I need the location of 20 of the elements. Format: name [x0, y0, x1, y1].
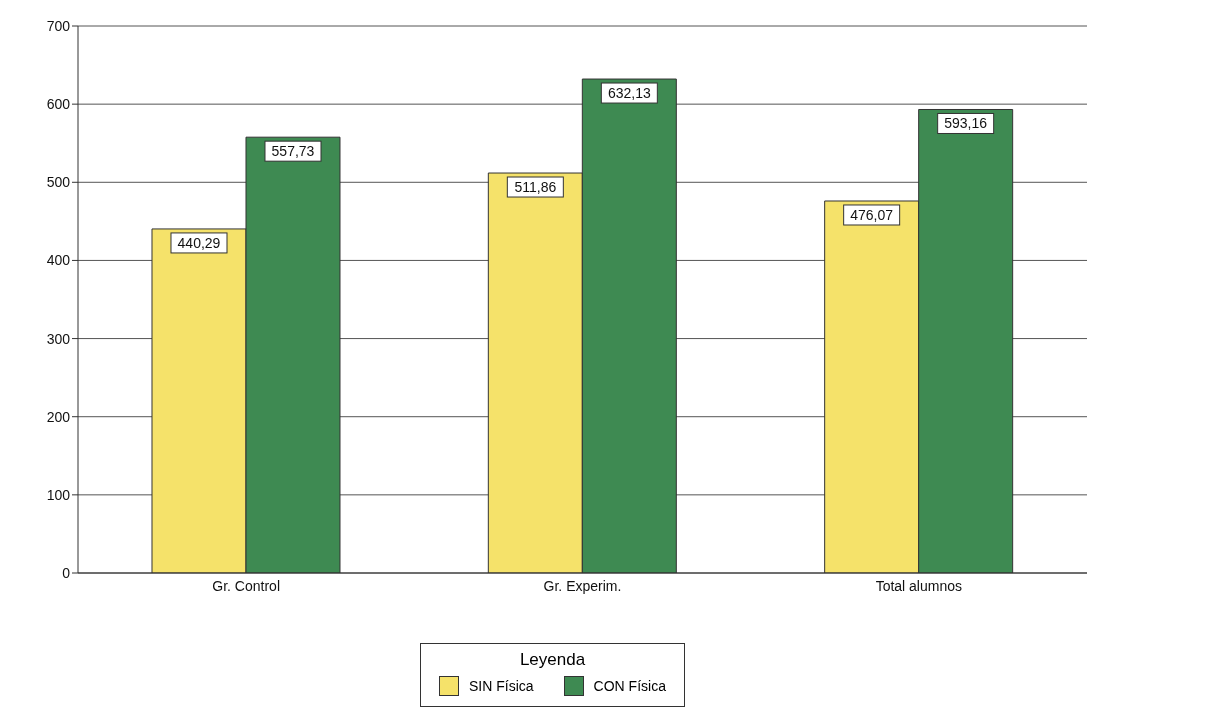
data-label: 632,13 — [607, 85, 651, 102]
y-tick-label: 500 — [46, 174, 71, 191]
y-tick-label: 400 — [46, 252, 71, 269]
y-tick-label: 600 — [46, 96, 71, 113]
y-tick-label: 0 — [62, 564, 71, 581]
data-label: 593,16 — [944, 115, 988, 132]
x-tick-label: Gr. Control — [212, 577, 281, 594]
x-tick-label: Total alumnos — [875, 577, 963, 594]
data-label: 476,07 — [850, 206, 894, 223]
data-label: 511,86 — [514, 179, 557, 196]
x-tick-label: Gr. Experim. — [543, 577, 622, 594]
legend-title: Leyenda — [518, 650, 587, 670]
data-label: 440,29 — [177, 234, 221, 251]
y-tick-label: 100 — [46, 486, 71, 503]
y-tick-label: 700 — [46, 17, 71, 34]
y-tick-label: 300 — [46, 330, 71, 347]
y-tick-label: 200 — [46, 408, 71, 425]
legend-label: SIN Física — [469, 678, 534, 694]
data-label: 557,73 — [271, 143, 315, 160]
legend-label: CON Física — [593, 678, 666, 694]
